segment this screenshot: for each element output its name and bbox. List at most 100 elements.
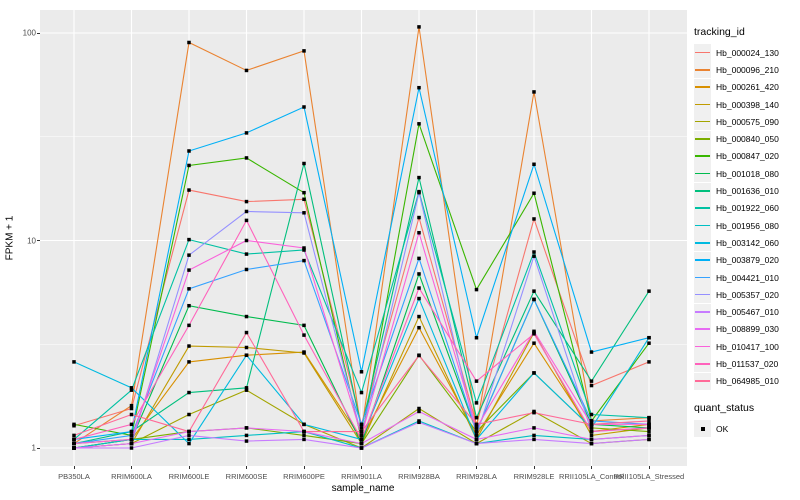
data-point-Hb_008899_030-PB350LA[interactable] [72,446,76,450]
data-point-Hb_005357_020-RRIM600SE[interactable] [244,209,249,214]
data-point-Hb_005467_010-RRIM600LA[interactable] [129,446,134,450]
data-point-Hb_000840_050-RRII105LA_Stressed[interactable] [647,429,651,434]
data-point-Hb_003879_020-RRII105LA_Control[interactable] [589,350,594,354]
data-point-Hb_005357_020-RRIM600PE[interactable] [302,211,306,215]
data-point-Hb_010417_100-RRIM901LA[interactable] [359,433,364,438]
data-point-Hb_005467_010-RRIM600PE[interactable] [302,437,306,442]
legend-item-Hb_000096_210[interactable]: Hb_000096_210 [694,61,800,79]
legend-item-Hb_000575_090[interactable]: Hb_000575_090 [694,113,800,131]
legend-item-Hb_001956_080[interactable]: Hb_001956_080 [694,217,800,235]
data-point-Hb_001922_060-RRIM928LA[interactable] [474,401,479,405]
data-point-Hb_000261_420-RRIM600LE[interactable] [187,360,191,364]
data-point-Hb_003879_020-RRII105LA_Stressed[interactable] [647,335,651,340]
data-point-Hb_010417_100-RRIM928LE[interactable] [532,329,536,334]
data-point-Hb_000024_130-RRIM928LE[interactable] [532,217,536,221]
data-point-Hb_000847_020-RRIM600LE[interactable] [187,163,191,168]
data-point-Hb_003142_060-RRIM600SE[interactable] [244,353,249,357]
data-point-Hb_003879_020-RRIM901LA[interactable] [359,370,364,374]
data-point-Hb_000398_140-RRIM600LE[interactable] [187,344,191,348]
data-point-Hb_000847_020-RRIM928LA[interactable] [474,287,479,292]
data-point-Hb_004421_010-RRIM928LA[interactable] [474,429,479,434]
data-point-Hb_008899_030-RRIM901LA[interactable] [359,441,364,446]
data-point-Hb_000024_130-RRII105LA_Stressed[interactable] [647,360,651,364]
legend-item-Hb_003879_020[interactable]: Hb_003879_020 [694,251,800,269]
data-point-Hb_000096_210-RRIM600LE[interactable] [187,40,191,45]
data-point-Hb_000398_140-RRIM600PE[interactable] [302,351,306,355]
data-point-Hb_005467_010-RRII105LA_Control[interactable] [589,441,594,446]
legend-item-Hb_001636_010[interactable]: Hb_001636_010 [694,182,800,200]
legend-item-Hb_000847_020[interactable]: Hb_000847_020 [694,147,800,165]
data-point-Hb_011537_020-RRIM600LA[interactable] [129,422,134,427]
data-point-Hb_000024_130-RRIM600LA[interactable] [129,406,134,411]
legend-item-Hb_004421_010[interactable]: Hb_004421_010 [694,269,800,286]
data-point-Hb_001636_010-RRIM928BA[interactable] [417,175,421,180]
data-point-Hb_000024_130-RRIM600LE[interactable] [187,188,191,192]
data-point-Hb_000096_210-RRIM600SE[interactable] [244,68,249,73]
data-point-Hb_001922_060-RRIM600LE[interactable] [187,237,191,242]
legend-item-Hb_000398_140[interactable]: Hb_000398_140 [694,96,800,114]
data-point-Hb_000398_140-RRII105LA_Control[interactable] [589,433,594,438]
legend-item-Hb_001922_060[interactable]: Hb_001922_060 [694,199,800,217]
data-point-Hb_001636_010-RRII105LA_Stressed[interactable] [647,289,651,293]
data-point-Hb_064985_010-RRIM928BA[interactable] [417,353,421,358]
data-point-Hb_000096_210-RRIM600LA[interactable] [129,403,134,408]
legend-item-quant-ok[interactable]: OK [694,420,800,438]
legend-item-Hb_005357_020[interactable]: Hb_005357_020 [694,286,800,304]
data-point-Hb_003879_020-RRIM928LE[interactable] [532,162,536,167]
data-point-Hb_000261_420-RRIM928BA[interactable] [417,325,421,330]
data-point-Hb_064985_010-RRIM928LA[interactable] [474,422,479,427]
data-point-Hb_000024_130-RRIM600PE[interactable] [302,197,306,202]
data-point-Hb_064985_010-RRIM901LA[interactable] [359,429,364,434]
data-point-Hb_001922_060-RRIM600LA[interactable] [129,388,134,392]
data-point-Hb_008899_030-RRIM928LE[interactable] [532,426,536,430]
data-point-Hb_010417_100-PB350LA[interactable] [72,441,76,446]
data-point-Hb_000024_130-RRIM928BA[interactable] [417,215,421,220]
data-point-Hb_011537_020-RRIM928BA[interactable] [417,286,421,290]
data-point-Hb_064985_010-RRII105LA_Stressed[interactable] [647,419,651,423]
data-point-Hb_011537_020-RRIM928LA[interactable] [474,379,479,383]
data-point-Hb_005357_020-RRIM928LE[interactable] [532,254,536,258]
legend-item-Hb_000840_050[interactable]: Hb_000840_050 [694,130,800,148]
data-point-Hb_001636_010-RRIM928LA[interactable] [474,415,479,420]
data-point-Hb_000398_140-RRIM600SE[interactable] [244,345,249,350]
data-point-Hb_001636_010-RRII105LA_Control[interactable] [589,379,594,383]
data-point-Hb_064985_010-RRIM600LE[interactable] [187,429,191,434]
data-point-Hb_000096_210-RRIM928LE[interactable] [532,90,536,94]
data-point-Hb_003142_060-RRIM600PE[interactable] [302,422,306,427]
data-point-Hb_001636_010-RRIM928LE[interactable] [532,289,536,293]
data-point-Hb_011537_020-RRIM600LE[interactable] [187,323,191,328]
data-point-Hb_004421_010-RRIM600SE[interactable] [244,267,249,272]
data-point-Hb_000096_210-RRIM928BA[interactable] [417,25,421,29]
data-point-Hb_000024_130-RRIM600SE[interactable] [244,199,249,204]
legend-item-Hb_011537_020[interactable]: Hb_011537_020 [694,355,800,373]
data-point-Hb_010417_100-RRIM928BA[interactable] [417,230,421,235]
data-point-Hb_001636_010-RRIM600SE[interactable] [244,386,249,390]
data-point-Hb_003879_020-RRIM928BA[interactable] [417,85,421,90]
data-point-Hb_003142_060-RRIM928LE[interactable] [532,371,536,375]
data-point-Hb_000261_420-RRIM928LE[interactable] [532,341,536,345]
data-point-Hb_004421_010-RRIM901LA[interactable] [359,422,364,427]
data-point-Hb_000096_210-RRIM600PE[interactable] [302,49,306,53]
data-point-Hb_005467_010-RRIM928BA[interactable] [417,420,421,425]
data-point-Hb_004421_010-RRII105LA_Control[interactable] [589,419,594,423]
data-point-Hb_001018_080-RRIM600SE[interactable] [244,314,249,319]
data-point-Hb_003879_020-RRIM600LE[interactable] [187,149,191,153]
data-point-Hb_001636_010-RRIM600PE[interactable] [302,161,306,166]
data-point-Hb_000575_090-RRIM928BA[interactable] [417,406,421,411]
data-point-Hb_011537_020-RRII105LA_Control[interactable] [589,429,594,434]
data-point-Hb_005357_020-RRIM928BA[interactable] [417,190,421,195]
data-point-Hb_005467_010-RRII105LA_Stressed[interactable] [647,437,651,442]
legend-item-Hb_064985_010[interactable]: Hb_064985_010 [694,372,800,390]
data-point-Hb_003142_060-RRIM600LA[interactable] [129,386,134,390]
data-point-Hb_001018_080-RRIM600PE[interactable] [302,323,306,328]
data-point-Hb_010417_100-RRIM600SE[interactable] [244,238,249,243]
data-point-Hb_001922_060-RRIM600PE[interactable] [302,248,306,252]
data-point-Hb_000575_090-RRIM600LE[interactable] [187,412,191,417]
data-point-Hb_001922_060-RRIM600SE[interactable] [244,252,249,256]
data-point-Hb_008899_030-RRII105LA_Control[interactable] [589,437,594,442]
data-point-Hb_005467_010-RRIM600SE[interactable] [244,439,249,443]
data-point-Hb_001956_080-RRIM600LE[interactable] [187,437,191,442]
data-point-Hb_011537_020-RRIM600SE[interactable] [244,218,249,223]
legend-item-Hb_010417_100[interactable]: Hb_010417_100 [694,338,800,356]
data-point-Hb_010417_100-RRIM600LE[interactable] [187,268,191,272]
